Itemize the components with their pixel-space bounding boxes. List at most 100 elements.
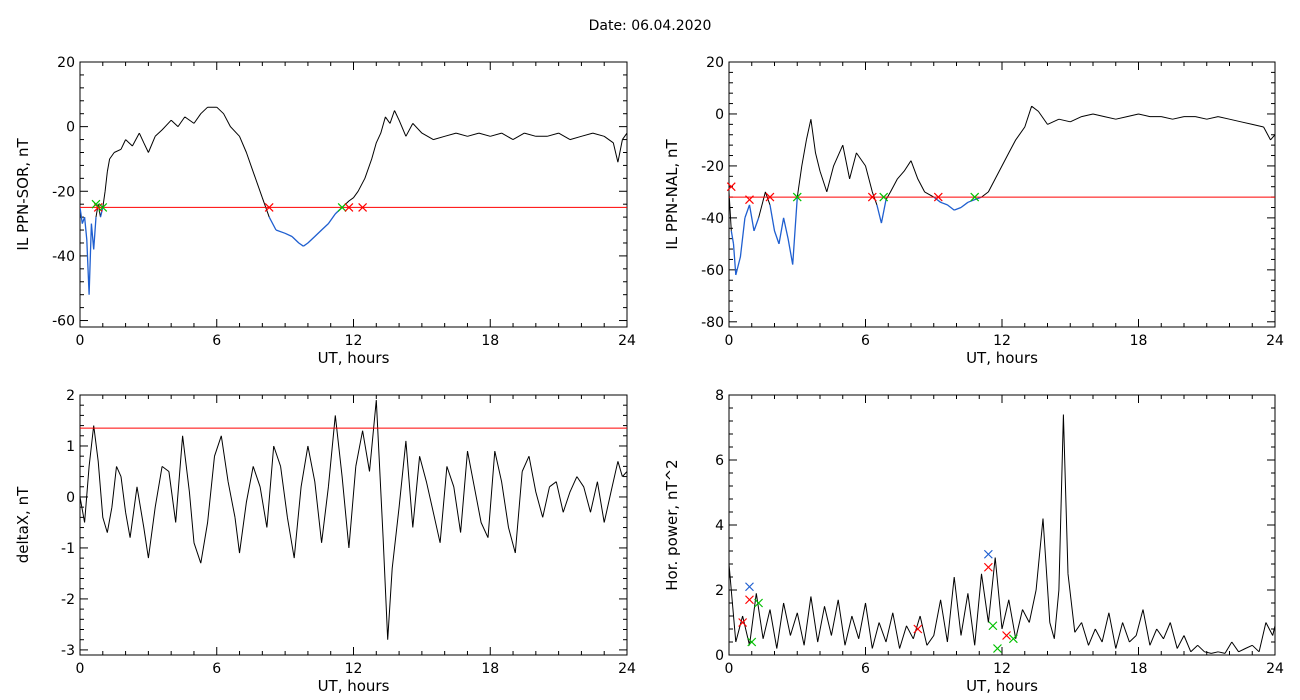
marker-stroke: [747, 637, 757, 647]
marker-green: [988, 621, 998, 631]
x-tick-label: 6: [861, 661, 870, 677]
series-line-1: [95, 106, 627, 218]
marker-stroke: [358, 203, 368, 212]
marker-red: [983, 562, 993, 572]
x-tick-label: 18: [1130, 333, 1148, 349]
marker-red: [1002, 631, 1011, 640]
marker-red: [726, 182, 736, 192]
x-axis-label: UT, hours: [966, 349, 1038, 367]
plot-frame: [79, 61, 628, 328]
marker-red: [933, 192, 943, 202]
marker-stroke: [879, 192, 889, 202]
plot-frame: [728, 61, 1276, 328]
x-tick-label: 12: [345, 661, 363, 677]
marker-stroke: [745, 195, 754, 205]
y-tick-label: 4: [715, 518, 724, 534]
marker-green: [879, 192, 889, 202]
y-tick-label: 20: [57, 55, 75, 71]
marker-red: [738, 618, 748, 627]
x-tick-label: 6: [212, 333, 221, 349]
x-tick-label: 0: [76, 333, 85, 349]
y-tick-label: -40: [701, 211, 724, 227]
marker-red: [344, 203, 354, 212]
x-axis-label: UT, hours: [318, 349, 390, 367]
x-tick-label: 24: [618, 333, 636, 349]
marker-green: [792, 192, 802, 202]
marker-stroke: [337, 203, 347, 212]
x-tick-label: 24: [1266, 661, 1284, 677]
marker-green: [91, 199, 101, 209]
series-line-1: [729, 414, 1275, 654]
marker-stroke: [1008, 634, 1018, 644]
marker-stroke: [988, 621, 998, 631]
marker-stroke: [913, 624, 923, 634]
marker-stroke: [91, 199, 101, 209]
chart-panel-2: 0 6 12 18 24 -80 -60 -40 -20 0 20 UT, hours IL PPN-N…: [663, 55, 1284, 367]
marker-stroke: [983, 549, 993, 559]
x-tick-label: 12: [993, 661, 1011, 677]
date-title: Date: 06.04.2020: [588, 18, 712, 34]
marker-green: [1008, 634, 1018, 644]
x-tick-label: 6: [861, 333, 870, 349]
marker-green: [98, 203, 108, 212]
y-tick-label: 8: [715, 388, 724, 404]
marker-stroke: [738, 618, 748, 627]
y-tick-label: 0: [66, 490, 75, 506]
y-tick-label: -40: [52, 249, 75, 265]
y-tick-label: -80: [701, 315, 724, 331]
marker-stroke: [344, 203, 354, 212]
y-axis-label: deltaX, nT: [14, 486, 32, 563]
marker-stroke: [792, 192, 802, 202]
series-line-below-threshold: [80, 206, 343, 295]
marker-green: [970, 192, 980, 202]
y-tick-label: 20: [706, 55, 724, 71]
marker-green: [993, 644, 1002, 653]
marker-red: [745, 595, 754, 605]
x-tick-label: 24: [618, 661, 636, 677]
x-axis-label: UT, hours: [318, 677, 390, 695]
x-tick-label: 18: [481, 333, 499, 349]
y-tick-label: -60: [52, 314, 75, 330]
x-tick-label: 24: [1266, 333, 1284, 349]
y-tick-label: 0: [715, 648, 724, 664]
series-line-1: [80, 400, 627, 640]
chart-panel-1: 0 6 12 18 24 -60 -40 -20 0 20 UT, hours IL PPN-SOR,…: [14, 55, 636, 367]
x-tick-label: 18: [1130, 661, 1148, 677]
x-tick-label: 12: [345, 333, 363, 349]
marker-stroke: [970, 192, 980, 202]
marker-red: [765, 192, 775, 202]
x-tick-label: 0: [76, 661, 85, 677]
marker-stroke: [983, 562, 993, 572]
y-tick-label: 1: [66, 439, 75, 455]
y-tick-label: 0: [66, 120, 75, 136]
x-tick-label: 0: [725, 661, 734, 677]
y-tick-label: 6: [715, 453, 724, 469]
x-tick-label: 18: [481, 661, 499, 677]
y-axis-label: Hor. power, nT^2: [663, 459, 681, 590]
marker-green: [754, 598, 763, 608]
y-axis-label: IL PPN-NAL, nT: [663, 139, 681, 250]
y-tick-label: 2: [715, 583, 724, 599]
marker-red: [913, 624, 923, 634]
marker-stroke: [726, 182, 736, 192]
marker-stroke: [264, 203, 274, 212]
y-tick-label: -20: [52, 184, 75, 200]
plot-frame: [79, 394, 628, 656]
y-tick-label: -3: [61, 643, 75, 659]
y-axis-label: IL PPN-SOR, nT: [14, 138, 32, 251]
marker-stroke: [867, 192, 877, 202]
marker-stroke: [745, 582, 754, 592]
series-line-1: [729, 105, 1275, 231]
marker-green: [747, 637, 757, 647]
x-tick-label: 6: [212, 661, 221, 677]
y-tick-label: -20: [701, 159, 724, 175]
plot-frame: [728, 394, 1276, 656]
series-line-below-threshold: [730, 196, 982, 276]
marker-green: [337, 203, 347, 212]
marker-red: [745, 195, 754, 205]
marker-stroke: [754, 598, 763, 608]
x-tick-label: 12: [993, 333, 1011, 349]
marker-red: [358, 203, 368, 212]
